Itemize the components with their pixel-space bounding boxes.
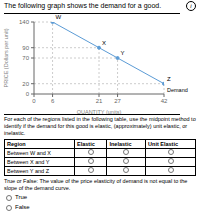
svg-text:Demand: Demand	[167, 87, 188, 93]
html-text:The following graph shows the: The following graph shows the demand for…	[4, 2, 162, 9]
svg-text:27: 27	[114, 98, 121, 104]
svg-text:140: 140	[19, 19, 30, 25]
html-text:Between X and Y: Between X and Y	[7, 159, 50, 165]
svg-text:Y: Y	[121, 50, 125, 56]
html-text:Elastic: Elastic	[77, 141, 95, 147]
svg-text:QUANTITY (units): QUANTITY (units)	[77, 109, 122, 114]
svg-text:42: 42	[161, 98, 168, 104]
svg-text:21: 21	[96, 98, 103, 104]
html-text:False: False	[15, 204, 30, 210]
svg-text:70: 70	[22, 55, 29, 61]
svg-text:PRICE (Dollars per unit): PRICE (Dollars per unit)	[8, 28, 9, 87]
svg-text:90: 90	[22, 45, 29, 51]
html-text:Between W and X: Between W and X	[7, 150, 51, 156]
svg-text:0: 0	[26, 91, 30, 97]
svg-text:0: 0	[32, 98, 36, 104]
html-text:Between Y and Z: Between Y and Z	[7, 168, 49, 174]
svg-text:20: 20	[22, 81, 29, 87]
html-text:True or False: The value of th: True or False: The value of the price el…	[4, 178, 188, 191]
html-text:True: True	[15, 194, 28, 200]
svg-text:W: W	[56, 14, 62, 20]
svg-text:X: X	[102, 40, 106, 46]
html-text:Unit Elastic: Unit Elastic	[148, 141, 178, 147]
html-text:Region: Region	[7, 141, 26, 147]
svg-text:Z: Z	[167, 76, 171, 82]
html-text:i: i	[190, 3, 192, 9]
html-text:For each of the regions listed: For each of the regions listed in the fo…	[4, 116, 196, 136]
html-text:Inelastic: Inelastic	[109, 141, 132, 147]
svg-text:6: 6	[51, 98, 55, 104]
